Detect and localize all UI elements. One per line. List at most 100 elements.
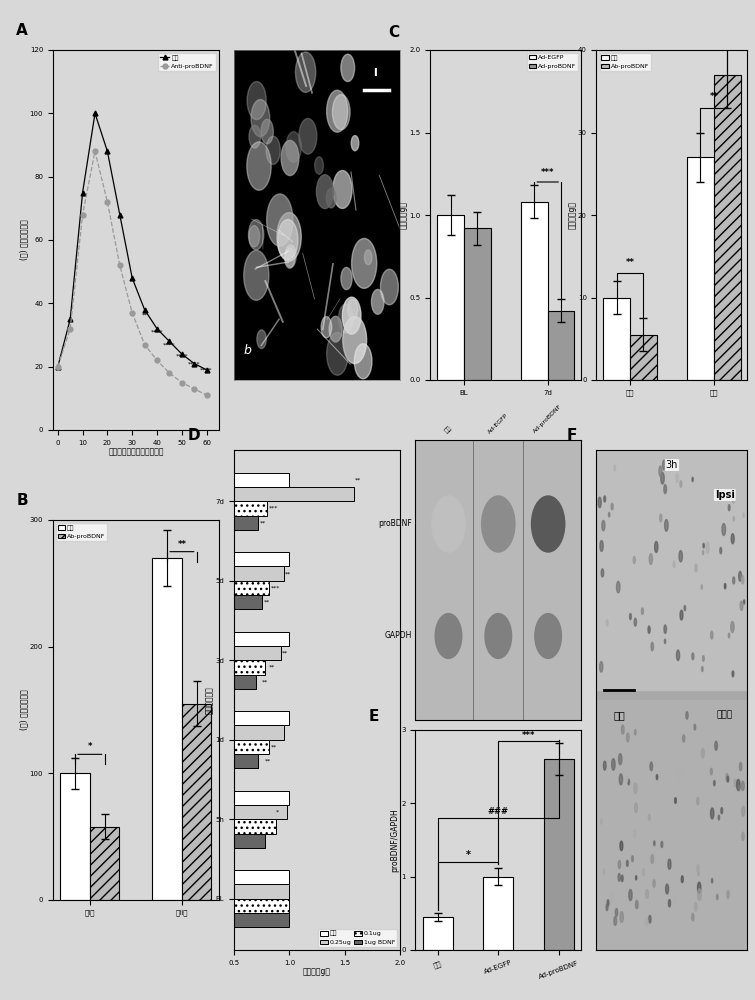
Circle shape [646, 889, 649, 899]
Circle shape [614, 465, 615, 471]
Circle shape [654, 841, 655, 846]
Bar [179, 581, 270, 595]
Text: **: ** [285, 571, 291, 576]
Circle shape [651, 855, 654, 863]
Bar [179, 791, 289, 805]
Text: **: ** [355, 477, 361, 482]
介质 [202, 364, 211, 376]
Circle shape [727, 891, 729, 899]
Circle shape [601, 569, 604, 577]
Circle shape [248, 220, 263, 250]
介质 [103, 145, 112, 157]
Circle shape [703, 543, 704, 548]
Circle shape [257, 330, 267, 349]
Circle shape [698, 882, 701, 893]
Circle shape [676, 473, 679, 482]
Bar [596, 450, 747, 690]
Circle shape [651, 642, 654, 651]
Circle shape [277, 213, 301, 261]
Circle shape [611, 503, 613, 510]
Circle shape [249, 226, 260, 247]
Circle shape [321, 317, 331, 338]
Circle shape [327, 90, 348, 132]
Circle shape [251, 100, 270, 137]
Text: b: b [243, 344, 251, 357]
Y-axis label: proBDNF/GAPDH: proBDNF/GAPDH [390, 808, 399, 872]
Legend: Ad-EGFP, Ad-proBDNF: Ad-EGFP, Ad-proBDNF [527, 53, 578, 71]
Circle shape [701, 748, 704, 758]
Circle shape [600, 541, 603, 551]
Circle shape [666, 884, 669, 894]
Circle shape [606, 904, 608, 911]
Text: ***: *** [522, 731, 535, 740]
Circle shape [659, 466, 662, 476]
Circle shape [342, 297, 361, 334]
Text: **: ** [265, 759, 271, 764]
Circle shape [715, 741, 717, 750]
Text: GAPDH: GAPDH [384, 632, 412, 641]
Bar [544, 759, 574, 950]
Circle shape [299, 118, 317, 154]
介质 [140, 304, 149, 316]
Circle shape [710, 631, 713, 639]
Bar [90, 827, 119, 900]
Legend: 时间, 0.25ug, 0.1ug, 1ug BDNF: 时间, 0.25ug, 0.1ug, 1ug BDNF [319, 929, 397, 947]
Text: Ad-EGFP: Ad-EGFP [487, 412, 510, 434]
Circle shape [338, 304, 353, 333]
Circle shape [729, 505, 730, 511]
Anti-proBDNF [190, 383, 199, 395]
Circle shape [673, 561, 675, 567]
Y-axis label: (秒) 回跟缩足閘値: (秒) 回跟缩足閘値 [19, 690, 28, 730]
Circle shape [610, 893, 613, 904]
Circle shape [535, 614, 562, 658]
Circle shape [633, 556, 636, 564]
Circle shape [664, 485, 667, 494]
Circle shape [653, 880, 655, 887]
Text: **: ** [282, 651, 288, 656]
Circle shape [347, 299, 358, 319]
介质 [165, 335, 174, 347]
Circle shape [744, 600, 745, 604]
Circle shape [247, 82, 267, 120]
Text: **: ** [177, 540, 186, 549]
Circle shape [278, 220, 298, 260]
Circle shape [741, 576, 744, 584]
Text: **: ** [626, 257, 635, 266]
Circle shape [701, 585, 702, 589]
Text: ###: ### [488, 807, 509, 816]
Text: Ipsi: Ipsi [715, 490, 735, 500]
Bar [179, 675, 256, 689]
Circle shape [698, 889, 701, 901]
Circle shape [737, 779, 740, 791]
Bar [179, 595, 262, 609]
Circle shape [683, 735, 685, 742]
Text: B: B [17, 493, 28, 508]
Bar [423, 917, 453, 950]
Circle shape [677, 807, 680, 815]
Circle shape [664, 625, 667, 633]
Circle shape [660, 514, 662, 522]
Circle shape [668, 859, 671, 869]
Circle shape [627, 845, 629, 853]
Circle shape [249, 125, 260, 148]
Circle shape [655, 541, 658, 552]
Anti-proBDNF [177, 376, 186, 388]
Circle shape [615, 909, 618, 916]
Text: 对照: 对照 [444, 425, 453, 434]
Bar [60, 773, 90, 900]
Bar [179, 805, 287, 819]
Text: ****: **** [175, 354, 188, 359]
X-axis label: 疼痛阈（g）: 疼痛阈（g） [303, 967, 331, 976]
Circle shape [713, 780, 715, 786]
Bar [521, 202, 547, 380]
Circle shape [656, 775, 658, 780]
Circle shape [686, 712, 688, 719]
Circle shape [710, 808, 713, 819]
Circle shape [614, 916, 617, 925]
Circle shape [295, 52, 316, 92]
Text: ****: **** [151, 330, 163, 335]
Circle shape [668, 900, 670, 907]
Circle shape [702, 656, 704, 661]
Circle shape [612, 759, 615, 770]
Circle shape [692, 477, 693, 482]
